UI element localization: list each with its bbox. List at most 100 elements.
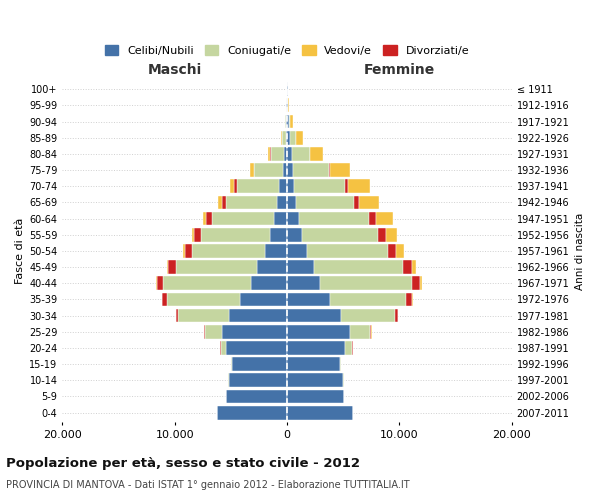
Bar [341,308,395,322]
Bar [287,325,350,338]
Bar [287,244,307,258]
Bar [287,131,290,144]
Bar [234,180,236,193]
Legend: Celibi/Nubili, Coniugati/e, Vedovi/e, Divorziati/e: Celibi/Nubili, Coniugati/e, Vedovi/e, Di… [100,40,473,60]
Bar [314,260,403,274]
Bar [257,260,287,274]
Bar [346,341,352,355]
Bar [277,196,287,209]
Bar [287,180,295,193]
Bar [287,276,320,290]
Bar [250,163,254,177]
Bar [359,196,379,209]
Bar [376,212,392,226]
Bar [176,260,257,274]
Bar [302,228,378,241]
Bar [286,114,287,128]
Bar [386,228,397,241]
Bar [419,276,422,290]
Bar [163,292,167,306]
Bar [330,163,350,177]
Bar [230,180,234,193]
Bar [167,292,240,306]
Bar [287,358,340,371]
Y-axis label: Anni di nascita: Anni di nascita [575,212,585,290]
Bar [229,374,287,387]
Bar [287,406,353,419]
Bar [396,244,404,258]
Bar [369,212,376,226]
Bar [340,358,341,371]
Bar [185,244,191,258]
Bar [212,212,274,226]
Bar [203,212,206,226]
Bar [168,260,176,274]
Bar [287,98,288,112]
Bar [296,131,303,144]
Bar [205,325,222,338]
Bar [378,228,386,241]
Text: PROVINCIA DI MANTOVA - Dati ISTAT 1° gennaio 2012 - Elaborazione TUTTITALIA.IT: PROVINCIA DI MANTOVA - Dati ISTAT 1° gen… [6,480,410,490]
Bar [279,180,287,193]
Text: Popolazione per età, sesso e stato civile - 2012: Popolazione per età, sesso e stato civil… [6,458,360,470]
Bar [283,163,287,177]
Bar [395,308,398,322]
Bar [157,276,163,290]
Bar [412,260,416,274]
Bar [221,341,226,355]
Bar [232,358,287,371]
Bar [226,390,287,404]
Bar [293,163,329,177]
Bar [403,260,412,274]
Bar [307,244,388,258]
Bar [370,325,371,338]
Bar [176,308,178,322]
Bar [296,196,355,209]
Bar [274,212,287,226]
Bar [251,276,287,290]
Bar [299,212,369,226]
Bar [200,228,270,241]
Bar [287,196,296,209]
Bar [348,180,370,193]
Bar [222,325,287,338]
Bar [194,228,200,241]
Bar [206,212,212,226]
Bar [271,147,284,161]
Bar [287,260,314,274]
Bar [287,292,330,306]
Bar [240,292,287,306]
Bar [287,390,344,404]
Bar [284,147,287,161]
Bar [287,308,341,322]
Bar [292,147,310,161]
Bar [226,196,277,209]
Bar [167,260,168,274]
Bar [265,244,287,258]
Bar [191,244,265,258]
Bar [287,228,302,241]
Bar [217,406,287,419]
Text: Maschi: Maschi [148,63,202,77]
Bar [163,276,251,290]
Bar [290,131,296,144]
Bar [268,147,271,161]
Text: Femmine: Femmine [364,63,435,77]
Bar [412,292,413,306]
Bar [287,212,299,226]
Bar [412,276,419,290]
Bar [355,196,359,209]
Bar [320,276,412,290]
Bar [406,292,412,306]
Bar [218,196,223,209]
Bar [286,131,287,144]
Bar [236,180,279,193]
Bar [295,180,345,193]
Bar [290,114,293,128]
Bar [223,196,226,209]
Bar [350,325,370,338]
Bar [330,292,406,306]
Bar [226,341,287,355]
Bar [388,244,396,258]
Bar [345,180,348,193]
